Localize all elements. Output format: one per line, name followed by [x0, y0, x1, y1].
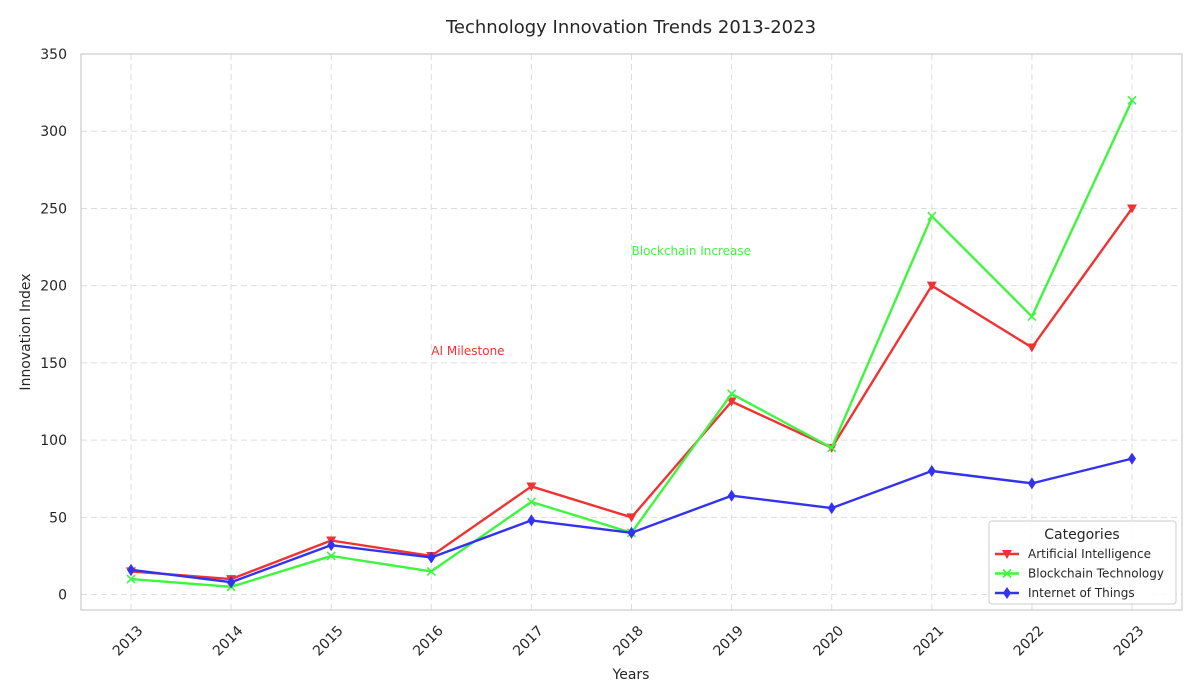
x-axis-label: Years: [612, 667, 650, 683]
annotation-ai-milestone: AI Milestone: [431, 344, 504, 358]
y-tick-label: 300: [40, 124, 67, 140]
y-tick-label: 150: [40, 356, 67, 372]
data-point-artificial-intelligence: [926, 281, 937, 291]
data-point-internet-of-things: [727, 489, 736, 502]
x-tick-label: 2020: [811, 623, 848, 660]
data-point-blockchain-technology: [1027, 311, 1037, 322]
legend-marker: [1003, 587, 1011, 599]
x-tick-label: 2014: [210, 623, 247, 660]
plot-frame: [80, 53, 1183, 611]
x-tick-label: 2015: [310, 623, 347, 660]
annotations: AI Milestone Blockchain Increase: [431, 244, 751, 358]
chart-title: Technology Innovation Trends 2013-2023: [445, 17, 816, 38]
y-tick-label: 100: [40, 433, 67, 449]
legend-label: Artificial Intelligence: [1028, 547, 1151, 561]
x-axis-ticks: 2013 2014 2015 2016 2017 2018 2019 2020 2021 2022…: [110, 623, 1148, 660]
y-tick-label: 50: [49, 510, 67, 526]
legend-item-blockchain-technology: Blockchain Technology: [995, 567, 1164, 581]
data-point-artificial-intelligence: [726, 397, 737, 407]
series-internet-of-things: [127, 452, 1136, 589]
data-point-internet-of-things: [927, 465, 936, 477]
data-point-artificial-intelligence: [1127, 204, 1137, 214]
annotation-blockchain-increase: Blockchain Increase: [632, 244, 752, 258]
data-point-internet-of-things: [327, 539, 336, 552]
y-tick-label: 200: [40, 279, 67, 295]
legend-items: Artificial Intelligence Blockchain Techno…: [995, 547, 1164, 600]
data-point-internet-of-things: [427, 551, 436, 564]
y-tick-label: 250: [40, 201, 67, 217]
data-point-internet-of-things: [227, 576, 236, 589]
data-point-blockchain-technology: [927, 211, 937, 221]
y-tick-label: 0: [58, 588, 67, 604]
data-point-blockchain-technology: [1127, 95, 1137, 105]
data-point-artificial-intelligence: [1026, 343, 1037, 353]
legend-label: Blockchain Technology: [1028, 567, 1164, 581]
x-tick-label: 2019: [711, 623, 748, 660]
data-point-internet-of-things: [127, 563, 135, 576]
data-point-internet-of-things: [1027, 477, 1036, 490]
data-point-blockchain-technology: [126, 574, 136, 584]
data-point-internet-of-things: [1128, 452, 1136, 465]
x-tick-label: 2022: [1011, 623, 1048, 660]
data-point-blockchain-technology: [727, 389, 737, 399]
data-point-artificial-intelligence: [626, 513, 637, 523]
legend-item-internet-of-things: Internet of Things: [995, 586, 1135, 600]
x-tick-label: 2017: [510, 623, 547, 660]
legend-box: [988, 520, 1177, 605]
y-tick-label: 350: [40, 47, 67, 63]
legend-item-artificial-intelligence: Artificial Intelligence: [995, 547, 1151, 561]
legend-title: Categories: [1044, 527, 1119, 543]
series-layer: [126, 95, 1137, 592]
data-point-blockchain-technology: [326, 551, 336, 561]
x-tick-label: 2016: [410, 623, 447, 660]
data-point-artificial-intelligence: [526, 482, 537, 492]
x-tick-label: 2023: [1111, 623, 1148, 660]
data-point-internet-of-things: [527, 514, 536, 527]
x-tick-label: 2013: [110, 623, 147, 660]
y-axis-label: Innovation Index: [18, 273, 34, 390]
x-tick-label: 2021: [911, 623, 948, 660]
legend: Categories Artificial Intelligence Blockc…: [988, 520, 1177, 605]
data-point-blockchain-technology: [827, 443, 837, 453]
data-point-blockchain-technology: [526, 497, 536, 507]
legend-marker: [1002, 568, 1012, 579]
x-tick-label: 2018: [610, 623, 647, 660]
y-axis-ticks: 0 50 100 150 200 250 300 350: [40, 47, 67, 604]
legend-marker: [1002, 550, 1012, 559]
data-point-internet-of-things: [627, 526, 636, 539]
data-point-internet-of-things: [827, 502, 836, 515]
data-point-blockchain-technology: [426, 566, 436, 576]
legend-label: Internet of Things: [1028, 586, 1135, 600]
